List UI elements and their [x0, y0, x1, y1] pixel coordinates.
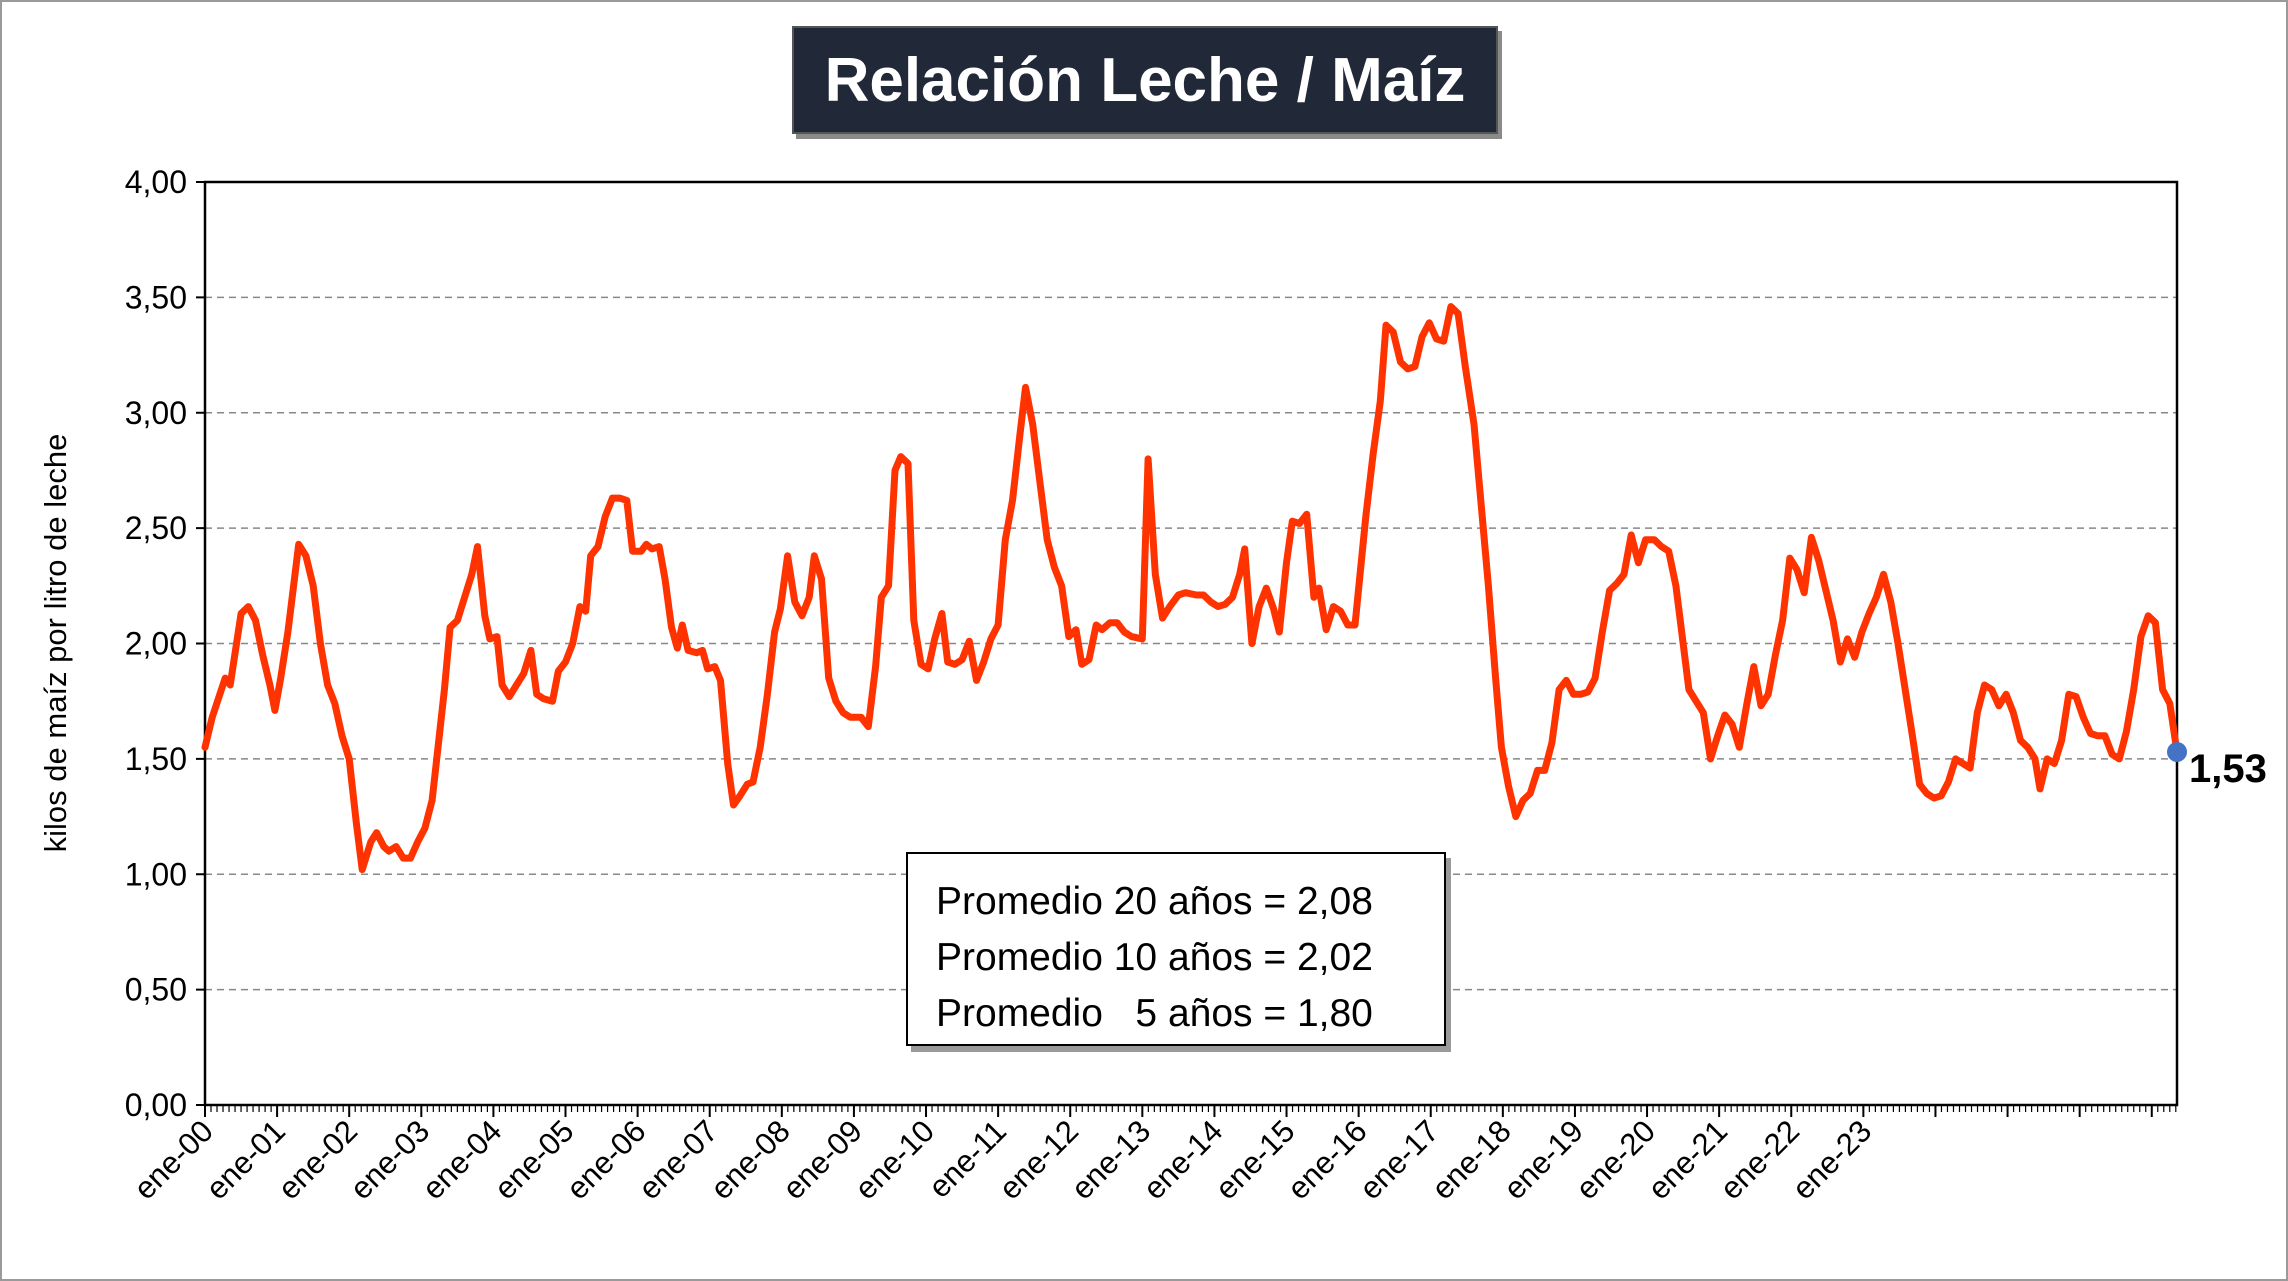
averages-annotation-box: Promedio 20 años = 2,08 Promedio 10 años… [906, 852, 1446, 1046]
x-tick-label: ene-22 [1713, 1113, 1806, 1206]
x-tick-label: ene-09 [776, 1113, 869, 1206]
x-tick-label: ene-01 [199, 1113, 292, 1206]
x-tick-label: ene-16 [1281, 1113, 1374, 1206]
x-tick-label: ene-13 [1064, 1113, 1157, 1206]
chart-title-text: Relación Leche / Maíz [824, 45, 1466, 115]
avg-5-years: Promedio 5 años = 1,80 [936, 992, 1373, 1035]
x-tick-label: ene-20 [1569, 1113, 1662, 1206]
y-tick-label: 1,50 [125, 741, 187, 777]
x-tick-label: ene-00 [127, 1113, 220, 1206]
x-tick-label: ene-23 [1785, 1113, 1878, 1206]
x-tick-label: ene-21 [1641, 1113, 1734, 1206]
y-tick-label: 2,50 [125, 510, 187, 546]
avg-20-years: Promedio 20 años = 2,08 [936, 880, 1373, 923]
x-tick-label: ene-17 [1353, 1113, 1446, 1206]
y-tick-label: 3,00 [125, 395, 187, 431]
chart-title: Relación Leche / Maíz [792, 26, 1498, 134]
x-tick-label: ene-12 [992, 1113, 1085, 1206]
x-tick-label: ene-18 [1425, 1113, 1518, 1206]
x-tick-label: ene-11 [922, 1113, 1013, 1204]
y-tick-label: 2,00 [125, 626, 187, 662]
x-tick-label: ene-19 [1497, 1113, 1590, 1206]
y-axis: 0,00 0,50 1,00 1,50 2,00 2,50 3,00 3,50 4,00 [125, 164, 205, 1123]
x-tick-label: ene-14 [1136, 1113, 1229, 1206]
y-tick-label: 1,00 [125, 856, 187, 892]
x-tick-label: ene-04 [415, 1113, 508, 1206]
x-tick-label: ene-05 [487, 1113, 580, 1206]
y-tick-label: 0,00 [125, 1087, 187, 1123]
x-tick-label: ene-08 [704, 1113, 797, 1206]
last-value-marker [2167, 741, 2187, 762]
x-tick-label: ene-07 [632, 1113, 725, 1206]
x-axis: ene-00ene-01ene-02ene-03ene-04ene-05ene-… [127, 1105, 2177, 1206]
x-tick-label: ene-15 [1208, 1113, 1301, 1206]
x-tick-label: ene-02 [271, 1113, 364, 1206]
y-tick-label: 4,00 [125, 164, 187, 200]
x-tick-label: ene-06 [560, 1113, 653, 1206]
y-tick-label: 0,50 [125, 972, 187, 1008]
x-tick-label: ene-03 [343, 1113, 436, 1206]
avg-10-years: Promedio 10 años = 2,02 [936, 936, 1373, 979]
x-tick-label: ene-10 [848, 1113, 941, 1206]
series-line [201, 303, 2181, 874]
y-axis-label: kilos de maíz por litro de leche [38, 434, 73, 853]
last-value-label: 1,53 [2189, 747, 2267, 791]
y-tick-label: 3,50 [125, 279, 187, 315]
